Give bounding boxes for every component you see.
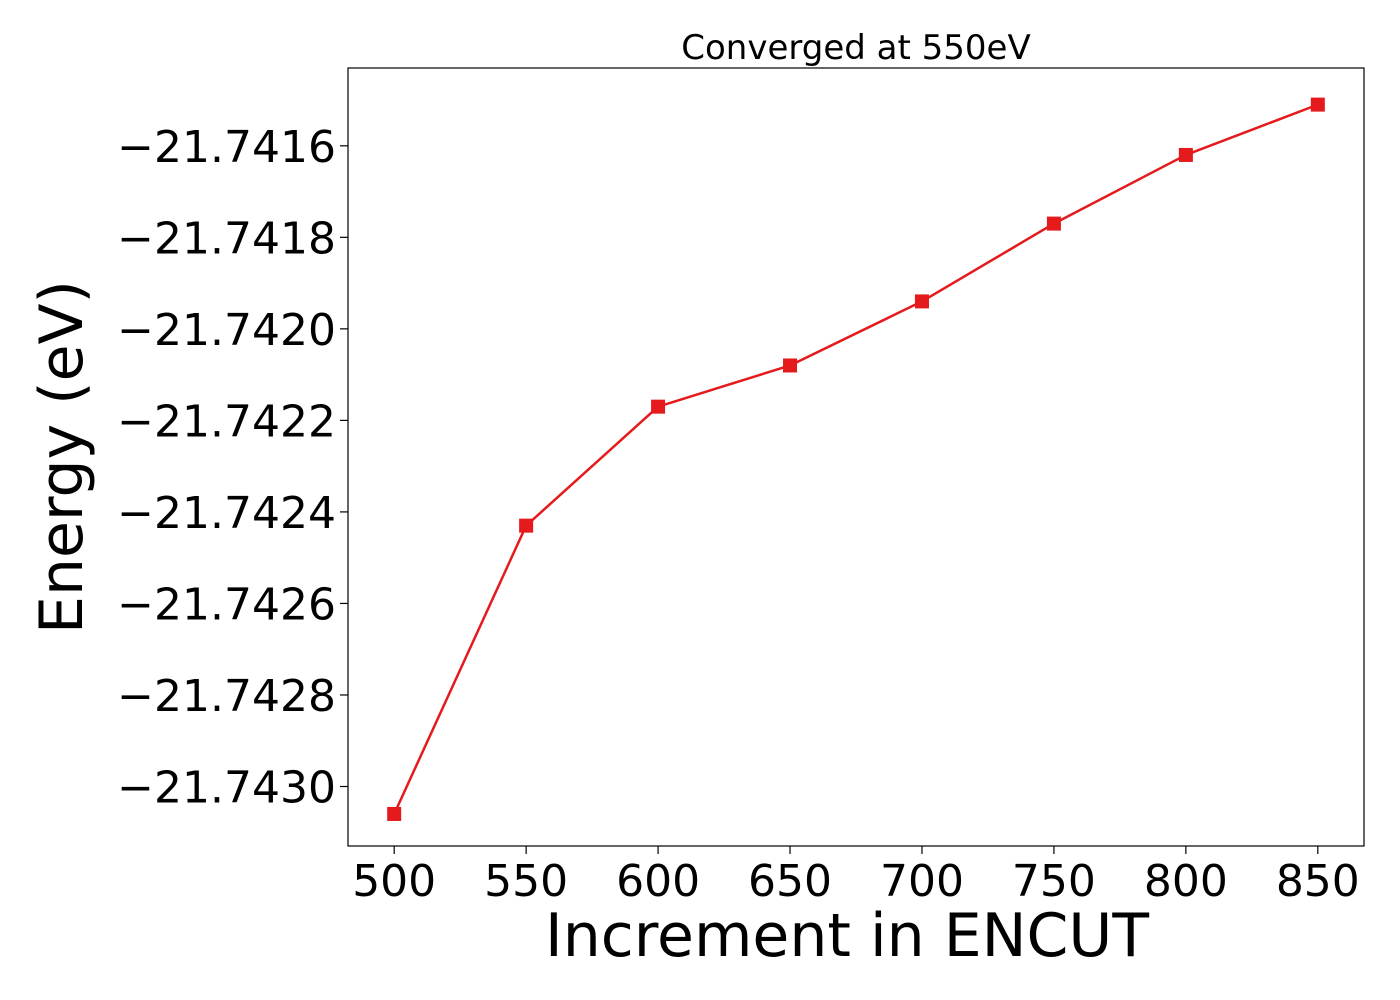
x-tick-label: 500	[352, 856, 436, 907]
y-axis-ticks: −21.7430 −21.7428 −21.7426 −21.7424 −21.7422…	[117, 122, 348, 814]
x-tick-label: 750	[1012, 856, 1096, 907]
y-tick-label: −21.7430	[117, 763, 336, 814]
x-tick-label: 650	[748, 856, 832, 907]
y-tick-label: −21.7428	[117, 671, 336, 722]
data-point-marker	[914, 294, 929, 309]
plot-frame	[347, 67, 1365, 847]
data-point-marker	[1046, 216, 1061, 231]
x-axis-ticks: 500 550 600 650 700 750 800 850	[352, 846, 1360, 907]
data-point-marker	[1178, 147, 1193, 162]
y-tick-label: −21.7422	[117, 396, 336, 447]
series-line	[393, 103, 1319, 815]
y-tick-label: −21.7418	[117, 213, 336, 264]
y-tick-label: −21.7424	[117, 488, 336, 539]
y-tick-label: −21.7420	[117, 305, 336, 356]
series-layer	[387, 97, 1325, 821]
x-tick-label: 800	[1144, 856, 1228, 907]
data-point-marker	[1310, 97, 1325, 112]
x-axis-label: Increment in ENCUT	[545, 901, 1149, 971]
x-tick-label: 600	[616, 856, 700, 907]
data-point-marker	[519, 518, 534, 533]
x-tick-label: 850	[1276, 856, 1360, 907]
x-tick-label: 700	[880, 856, 964, 907]
data-point-marker	[387, 806, 402, 821]
y-tick-label: −21.7416	[117, 122, 336, 173]
y-tick-label: −21.7426	[117, 579, 336, 630]
chart-title: Converged at 550eV	[681, 28, 1030, 68]
y-axis-label: Energy (eV)	[27, 280, 97, 634]
data-point-marker	[783, 358, 798, 373]
x-tick-label: 550	[484, 856, 568, 907]
plot-area	[347, 67, 1365, 847]
data-point-marker	[651, 399, 666, 414]
